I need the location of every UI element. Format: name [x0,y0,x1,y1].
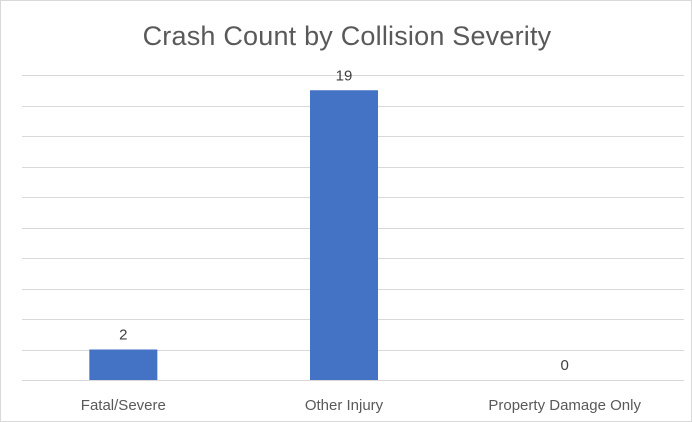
bar-other-injury [310,90,378,380]
data-labels: 2 19 0 [119,67,569,374]
data-label: 19 [336,67,353,84]
data-label: 0 [560,357,568,374]
chart-title: Crash Count by Collision Severity [142,21,552,51]
category-label: Property Damage Only [488,397,641,414]
category-tick-labels: Fatal/Severe Other Injury Property Damage … [81,397,642,414]
data-label: 2 [119,327,127,344]
category-label: Other Injury [305,397,384,414]
bar-fatal-severe [89,349,158,380]
category-label: Fatal/Severe [81,397,166,414]
bars [89,90,378,380]
